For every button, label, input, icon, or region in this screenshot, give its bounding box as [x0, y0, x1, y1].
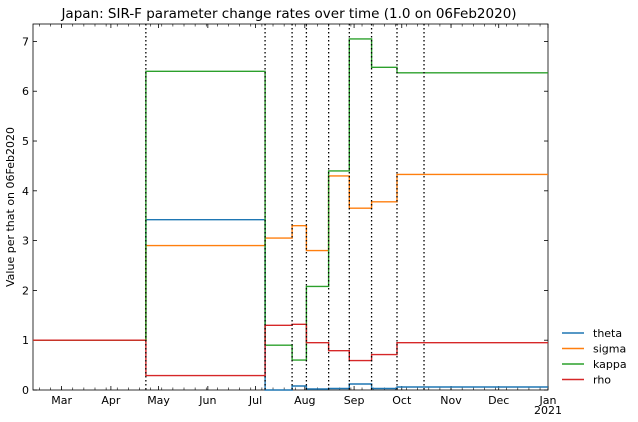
x-tick-label: Nov: [440, 394, 462, 407]
y-tick-label: 0: [22, 384, 29, 397]
x-tick-label: Aug: [294, 394, 315, 407]
chart-title: Japan: SIR-F parameter change rates over…: [60, 6, 516, 22]
legend-label-theta: theta: [593, 327, 622, 340]
series-line-theta: [33, 219, 548, 391]
x-tick-label: Oct: [392, 394, 412, 407]
legend-label-rho: rho: [593, 374, 611, 387]
legend-label-kappa: kappa: [593, 358, 627, 371]
legend: theta sigma kappa rho: [562, 327, 627, 387]
y-tick-label: 5: [22, 135, 29, 148]
y-tick-label: 2: [22, 284, 29, 297]
y-axis-label: Value per that on 06Feb2020: [4, 127, 17, 287]
x-tick-label: May: [147, 394, 170, 407]
x-tick-label: Mar: [51, 394, 72, 407]
plot-area: 0 1 2 3 4 5 6 7 Mar Apr May Jun Jul Aug Sep Oct Nov Dec Ja…: [22, 23, 562, 417]
y-tick-label: 1: [22, 334, 29, 347]
x-tick-sublabel: 2021: [534, 404, 562, 417]
x-tick-label: Dec: [488, 394, 509, 407]
x-tick-label: Jun: [198, 394, 216, 407]
x-tick-label: Jul: [248, 394, 262, 407]
y-tick-label: 7: [22, 35, 29, 48]
x-tick-label: Apr: [101, 394, 121, 407]
series-line-rho: [33, 323, 548, 377]
series-line-kappa: [33, 38, 548, 361]
series-line-sigma: [33, 173, 548, 341]
x-tick-label: Sep: [344, 394, 365, 407]
legend-label-sigma: sigma: [593, 343, 626, 356]
x-tick-label: Jan: [539, 394, 557, 407]
y-tick-label: 3: [22, 235, 29, 248]
plot-frame: [32, 23, 549, 391]
y-tick-label: 4: [22, 185, 29, 198]
y-tick-label: 6: [22, 85, 29, 98]
